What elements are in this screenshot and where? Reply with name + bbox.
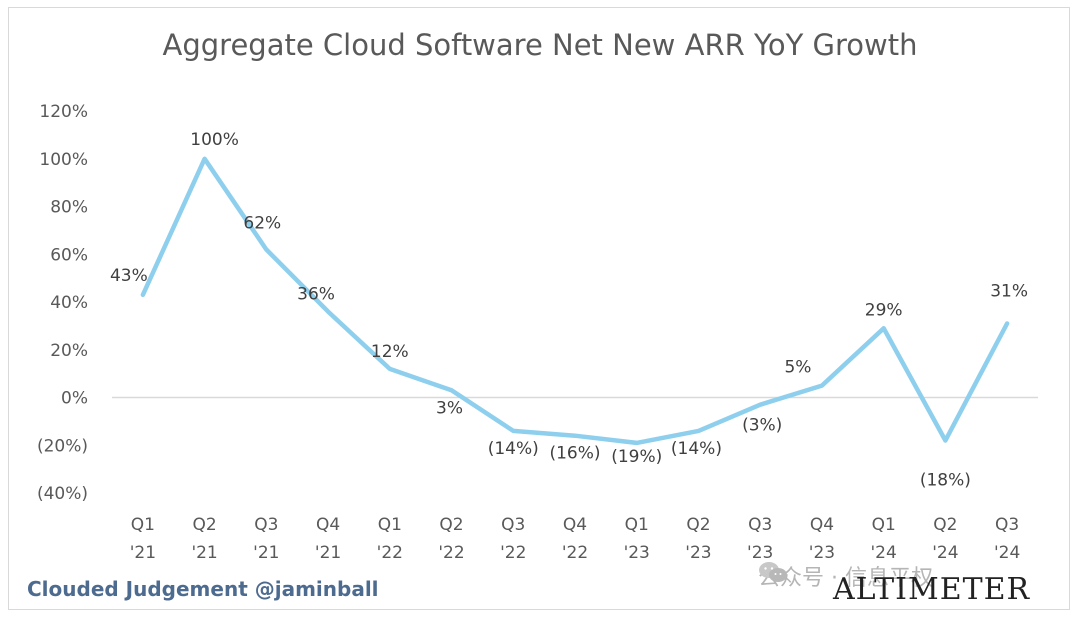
data-label: (3%): [742, 416, 782, 436]
x-tick-label: Q4'23: [809, 515, 835, 563]
series-line: [140, 156, 1010, 446]
data-label: (14%): [488, 439, 539, 459]
data-label: 62%: [243, 213, 281, 233]
watermark-text: 公众号 · 信息平权: [758, 566, 933, 591]
x-tick-label: Q1'24: [871, 515, 897, 563]
data-label: 29%: [865, 300, 903, 320]
credit-text: Clouded Judgement @jaminball: [27, 577, 379, 601]
altimeter-logo: ALTIMETER: [833, 572, 1031, 607]
data-label: 43%: [110, 266, 148, 286]
data-label: 5%: [784, 358, 811, 378]
data-label: 36%: [297, 285, 335, 305]
x-tick-label: Q4'21: [315, 515, 341, 563]
x-tick-label: Q3'21: [253, 515, 279, 563]
y-tick-label: 120%: [39, 102, 88, 122]
x-tick-label: Q3'22: [500, 515, 526, 563]
x-tick-label: Q1'22: [377, 515, 403, 563]
y-tick-label: (20%): [37, 436, 88, 456]
data-labels: 43% 100% 62% 36% 12% 3% (14%) (16%) (19%) (14%) (3…: [110, 130, 1028, 491]
y-tick-label: (40%): [37, 484, 88, 504]
x-tick-label: Q1'21: [130, 515, 156, 563]
x-tick-label: Q1'23: [624, 515, 650, 563]
data-label: (19%): [611, 447, 662, 467]
x-axis-ticks: Q1'21 Q2'21 Q3'21 Q4'21 Q1'22 Q2'22 Q3'22 Q4'22…: [130, 515, 1021, 563]
x-tick-label: Q2'22: [438, 515, 464, 563]
x-tick-label: Q2'23: [685, 515, 711, 563]
data-label: 3%: [436, 398, 463, 418]
y-tick-label: 60%: [50, 245, 88, 265]
x-tick-label: Q2'21: [191, 515, 217, 563]
data-label: (18%): [920, 470, 971, 490]
watermark: 公众号 · 信息平权: [758, 560, 933, 592]
data-label: 100%: [190, 130, 239, 150]
chart-frame: [8, 7, 1070, 610]
data-label: 31%: [990, 281, 1028, 301]
y-tick-label: 80%: [50, 198, 88, 218]
data-label: 12%: [371, 342, 409, 362]
x-tick-label: Q3'23: [747, 515, 773, 563]
y-tick-label: 0%: [61, 389, 88, 409]
data-label: (16%): [549, 444, 600, 464]
y-axis-ticks: (40%) (20%) 0% 20% 40% 60% 80% 100% 120%: [37, 102, 88, 504]
x-tick-label: Q2'24: [932, 515, 958, 563]
x-tick-label: Q3'24: [994, 515, 1020, 563]
data-label: (14%): [671, 439, 722, 459]
chart-title: Aggregate Cloud Software Net New ARR YoY…: [162, 28, 918, 62]
y-tick-label: 100%: [39, 150, 88, 170]
x-tick-label: Q4'22: [562, 515, 588, 563]
y-tick-label: 20%: [50, 341, 88, 361]
y-tick-label: 40%: [50, 293, 88, 313]
wechat-icon: [759, 562, 787, 582]
